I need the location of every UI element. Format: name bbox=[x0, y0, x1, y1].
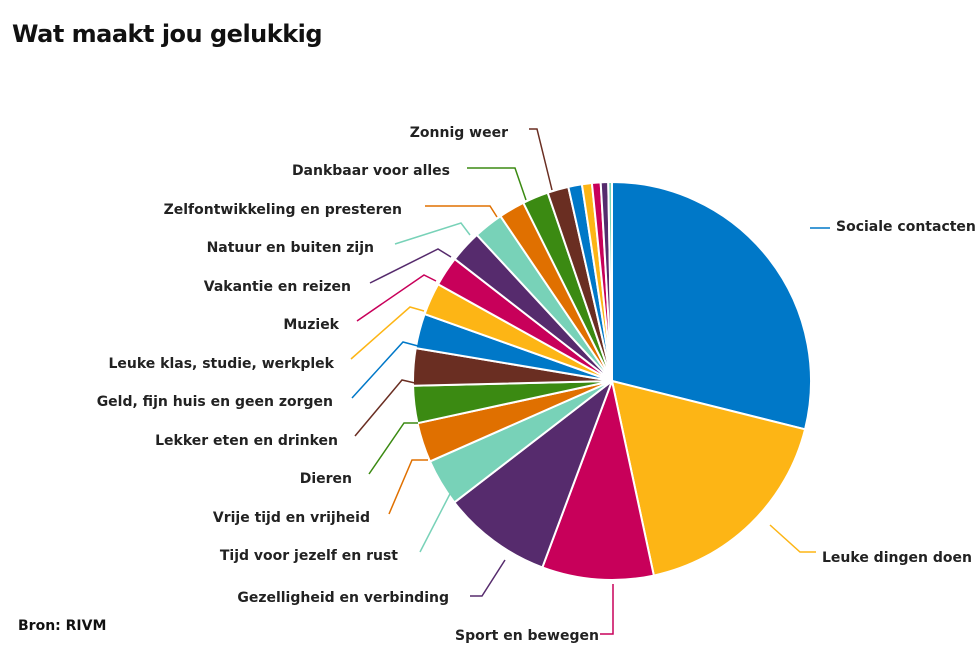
pie-slice bbox=[453, 380, 613, 569]
leader-line bbox=[769, 524, 816, 553]
slice-label: Leuke klas, studie, werkplek bbox=[108, 356, 334, 372]
pie-slice bbox=[611, 181, 812, 431]
pie-slice bbox=[611, 380, 807, 577]
leader-line bbox=[470, 559, 506, 597]
leader-line bbox=[369, 248, 452, 284]
slice-label: Muziek bbox=[283, 317, 339, 333]
slice-label: Dieren bbox=[300, 471, 352, 487]
slice-label: Tijd voor jezelf en rust bbox=[220, 548, 398, 564]
leader-line bbox=[354, 379, 416, 437]
pie-slice bbox=[607, 181, 613, 382]
pie-slice bbox=[541, 380, 655, 581]
leader-line bbox=[529, 128, 553, 191]
leader-line bbox=[467, 167, 527, 201]
leader-line bbox=[350, 306, 425, 360]
leader-line bbox=[419, 489, 453, 553]
slice-label: Sport en bewegen bbox=[455, 628, 599, 644]
leader-line bbox=[351, 341, 419, 399]
leader-line bbox=[600, 584, 614, 635]
source-note: Bron: RIVM bbox=[18, 618, 107, 634]
slice-label: Dankbaar voor alles bbox=[292, 163, 450, 179]
slice-label: Zonnig weer bbox=[410, 125, 508, 141]
slice-label: Geld, fijn huis en geen zorgen bbox=[97, 394, 333, 410]
leader-line bbox=[388, 459, 428, 515]
slice-label: Sociale contacten bbox=[836, 219, 976, 235]
slice-label: Vrije tijd en vrijheid bbox=[213, 510, 370, 526]
leader-line bbox=[425, 205, 498, 218]
leader-line bbox=[394, 222, 471, 245]
slice-label: Gezelligheid en verbinding bbox=[237, 590, 449, 606]
leader-line bbox=[368, 422, 418, 475]
slice-label: Leuke dingen doen bbox=[822, 550, 972, 566]
slice-label: Lekker eten en drinken bbox=[155, 433, 338, 449]
slice-label: Zelfontwikkeling en presteren bbox=[164, 202, 402, 218]
chart-title: Wat maakt jou gelukkig bbox=[12, 20, 323, 48]
slice-label: Vakantie en reizen bbox=[204, 279, 351, 295]
leader-line bbox=[356, 274, 437, 322]
slice-label: Natuur en buiten zijn bbox=[207, 240, 374, 256]
